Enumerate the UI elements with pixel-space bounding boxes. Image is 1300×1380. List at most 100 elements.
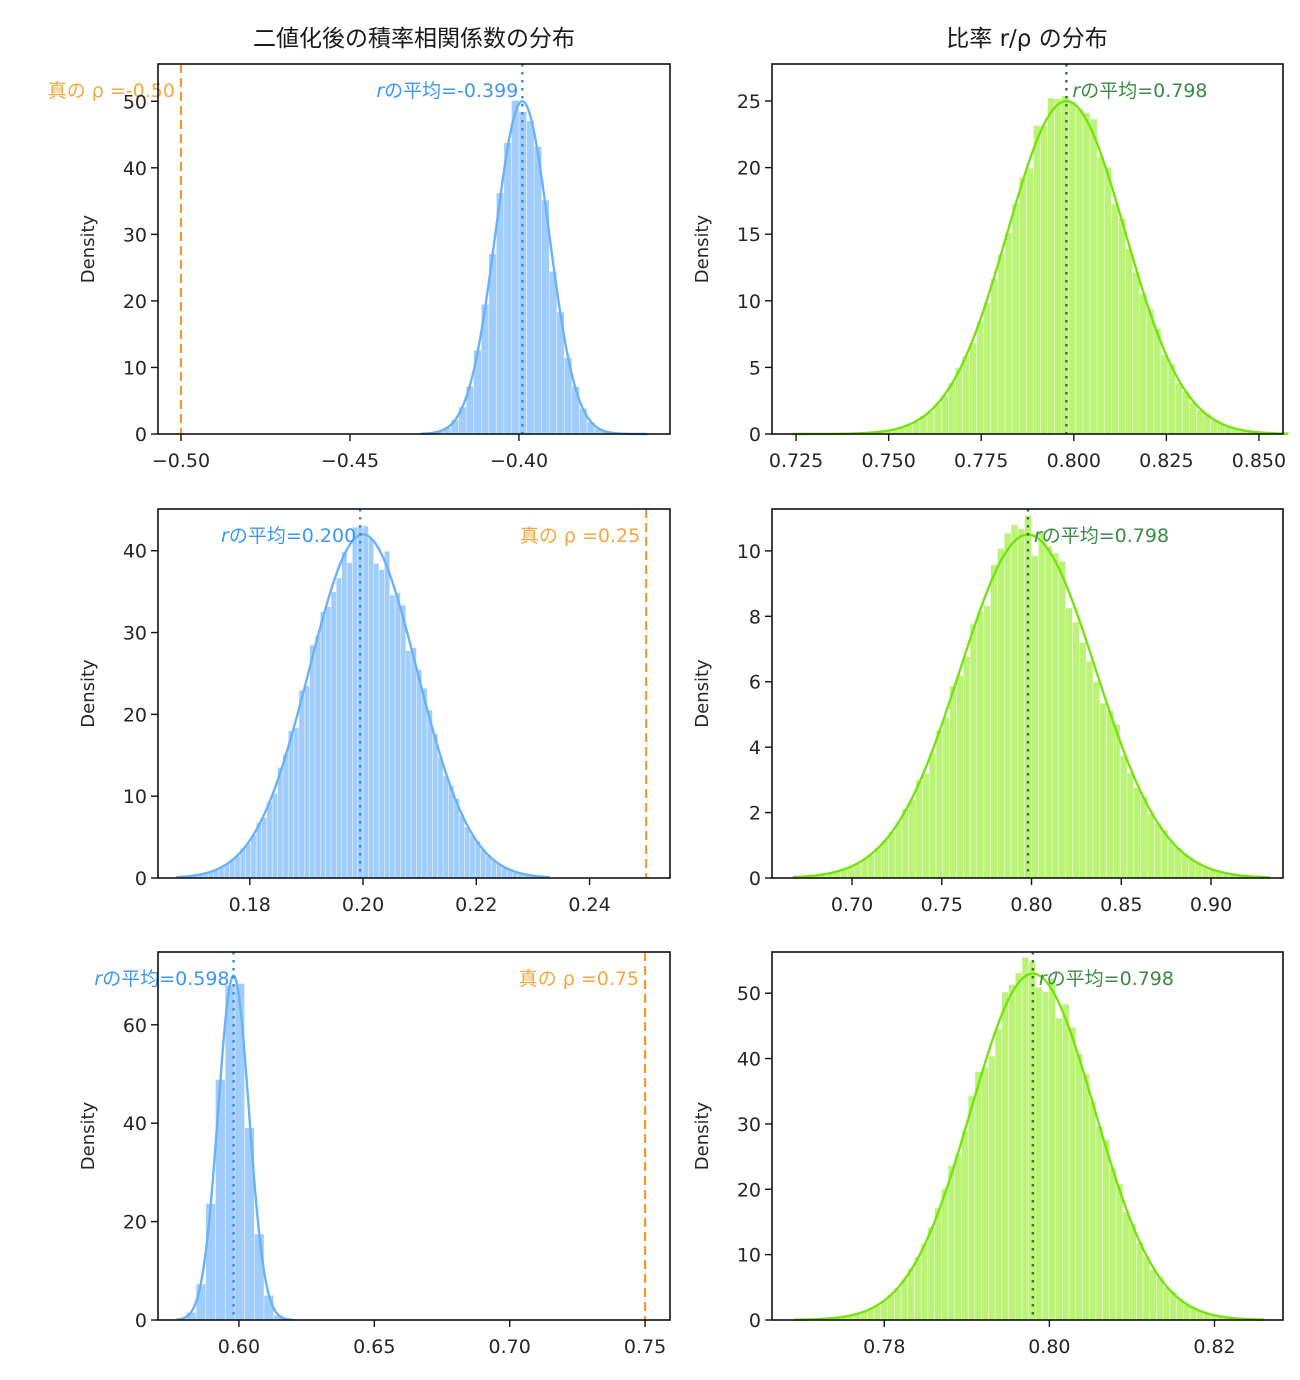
histogram-bar bbox=[287, 730, 294, 879]
y-tick-label: 10 bbox=[737, 1245, 761, 1267]
histogram-bar bbox=[389, 594, 396, 879]
histogram-bar bbox=[1025, 167, 1034, 435]
histogram-bar bbox=[1125, 248, 1133, 435]
histogram-bars bbox=[793, 957, 1265, 1321]
y-tick-label: 10 bbox=[123, 786, 147, 808]
kde-line bbox=[793, 972, 1265, 1321]
y-tick-label: 50 bbox=[123, 91, 147, 113]
x-tick-label: 0.24 bbox=[568, 894, 610, 916]
x-tick-label: 0.75 bbox=[921, 894, 963, 916]
histogram-bar bbox=[894, 821, 903, 879]
histogram-bar bbox=[1088, 1101, 1097, 1321]
histogram-bar bbox=[907, 1268, 915, 1321]
histogram-bar bbox=[496, 192, 505, 435]
histogram-bar bbox=[448, 785, 455, 879]
histogram-bar bbox=[533, 146, 542, 435]
histogram-bar bbox=[1033, 125, 1041, 435]
y-tick-label: 0 bbox=[749, 424, 761, 446]
kde-line bbox=[176, 533, 551, 879]
histogram-bar bbox=[935, 730, 944, 879]
histogram-bar bbox=[485, 855, 492, 879]
y-axis-label: Density bbox=[692, 214, 713, 283]
histogram-bar bbox=[548, 271, 558, 435]
mean-label: rの平均=0.200 bbox=[221, 525, 356, 547]
histogram-bar bbox=[1038, 530, 1046, 879]
mean-label: rの平均=-0.399 bbox=[376, 80, 518, 102]
histogram-bar bbox=[432, 733, 439, 879]
mean-label: rの平均=0.798 bbox=[1039, 968, 1174, 990]
histogram-bar bbox=[464, 826, 471, 879]
histogram-bar bbox=[293, 727, 300, 879]
histogram-bar bbox=[1085, 660, 1094, 879]
histogram-bar bbox=[503, 142, 512, 435]
histogram-bar bbox=[941, 1188, 949, 1321]
x-tick-label: 0.60 bbox=[218, 1336, 260, 1358]
x-tick-label: 0.20 bbox=[342, 894, 384, 916]
histogram-bar bbox=[384, 551, 391, 879]
y-tick-label: 10 bbox=[123, 357, 147, 379]
histogram-bar bbox=[1001, 991, 1009, 1321]
histogram-bar bbox=[1051, 552, 1060, 879]
histogram-bar bbox=[1189, 401, 1197, 435]
histogram-bar bbox=[303, 685, 310, 879]
histogram-bar bbox=[368, 537, 375, 879]
x-tick-label: 0.78 bbox=[863, 1336, 905, 1358]
histogram-bar bbox=[458, 814, 465, 879]
histogram-bar bbox=[901, 808, 910, 879]
histogram-bar bbox=[926, 411, 935, 435]
histogram-bar bbox=[1048, 978, 1056, 1321]
histogram-bar bbox=[378, 569, 385, 879]
histogram-bar bbox=[1041, 991, 1050, 1321]
histogram-bar bbox=[426, 709, 433, 879]
histogram-bar bbox=[421, 687, 428, 879]
histogram-bar bbox=[990, 564, 998, 879]
histogram-bar bbox=[1109, 1167, 1117, 1321]
histogram-bar bbox=[867, 854, 875, 879]
histogram-bar bbox=[277, 767, 284, 879]
histogram-bar bbox=[1092, 681, 1101, 879]
histogram-bar bbox=[969, 342, 977, 435]
histogram-bar bbox=[469, 834, 476, 879]
histogram-bar bbox=[405, 650, 412, 879]
histogram-bar bbox=[887, 1294, 895, 1321]
kde-line bbox=[792, 533, 1271, 879]
histogram-bar bbox=[453, 798, 460, 879]
histogram-bar bbox=[962, 355, 970, 435]
y-tick-label: 4 bbox=[749, 737, 761, 759]
y-tick-label: 60 bbox=[123, 1015, 147, 1037]
histogram-bar bbox=[325, 606, 332, 879]
x-tick-label: 0.775 bbox=[954, 450, 1008, 472]
true-rho-label: 真の ρ =0.25 bbox=[520, 525, 640, 547]
histogram-bar bbox=[1078, 642, 1087, 879]
histogram-bar bbox=[250, 834, 257, 879]
histogram-bar bbox=[1102, 1139, 1110, 1321]
histogram-bar bbox=[997, 548, 1005, 879]
histogram-bar bbox=[271, 793, 278, 879]
axes-frame bbox=[771, 951, 1284, 1321]
x-tick-label: 0.850 bbox=[1232, 450, 1286, 472]
histogram-bar bbox=[1147, 813, 1155, 879]
y-tick-label: 40 bbox=[123, 158, 147, 180]
histogram-bars bbox=[792, 95, 1289, 435]
histogram-bar bbox=[974, 1071, 982, 1321]
mean-label: rの平均=0.798 bbox=[1072, 80, 1207, 102]
y-tick-label: 20 bbox=[737, 158, 761, 180]
histogram-bar bbox=[282, 753, 289, 879]
histogram-bar bbox=[1119, 755, 1128, 879]
histogram-bar bbox=[336, 577, 342, 879]
kde-line bbox=[420, 100, 648, 436]
x-tick-label: −0.50 bbox=[152, 450, 210, 472]
histogram-bar bbox=[320, 611, 326, 879]
x-tick-label: −0.45 bbox=[321, 450, 379, 472]
histogram-bar bbox=[1068, 101, 1077, 435]
x-tick-label: 0.70 bbox=[489, 1336, 531, 1358]
histogram-bar bbox=[400, 604, 407, 879]
histogram-bar bbox=[1113, 724, 1121, 879]
histogram-bar bbox=[266, 801, 273, 879]
histogram-bar bbox=[394, 592, 401, 879]
x-tick-label: 0.800 bbox=[1047, 450, 1101, 472]
histogram-bar bbox=[511, 100, 520, 435]
subplot-row1-right: rの平均=0.798 0.725 0.750 0.775 0.800 0.825 0.850… bbox=[692, 63, 1289, 472]
histogram-bar bbox=[309, 644, 316, 879]
